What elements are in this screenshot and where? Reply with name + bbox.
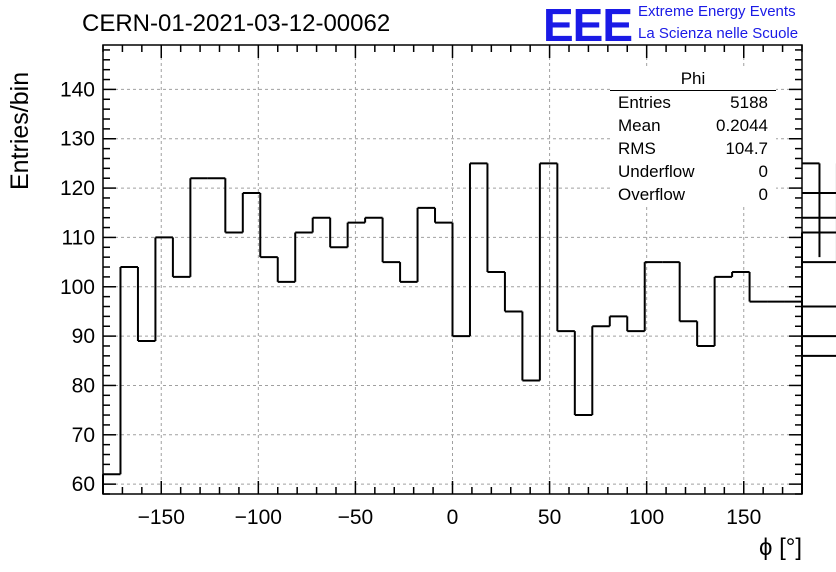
y-tick-label: 60 xyxy=(72,473,95,496)
y-tick-label: 140 xyxy=(60,78,95,101)
histogram-bin xyxy=(224,178,243,234)
y-tick-label: 130 xyxy=(60,128,95,151)
histogram-bin xyxy=(802,216,836,219)
logo-line-1: Extreme Energy Events xyxy=(638,3,796,20)
stats-value: 104.7 xyxy=(725,139,768,158)
x-tick-label: 50 xyxy=(538,506,561,529)
stats-label: Mean xyxy=(618,116,661,135)
stats-label: Underflow xyxy=(618,162,695,181)
histogram-bin xyxy=(259,193,278,259)
stats-row-mean: Mean 0.2044 xyxy=(610,114,776,137)
y-tick-label: 90 xyxy=(72,325,95,348)
histogram-bin xyxy=(468,162,488,337)
stats-row-underflow: Underflow 0 xyxy=(610,160,776,183)
histogram-bin xyxy=(802,305,836,308)
histogram-bin xyxy=(643,261,663,332)
histogram-bin xyxy=(346,221,366,248)
y-tick-label: 80 xyxy=(72,374,95,397)
histogram-bin xyxy=(329,217,348,249)
stats-title: Phi xyxy=(610,68,776,91)
histogram-bin xyxy=(591,325,610,416)
chart-title: CERN-01-2021-03-12-00062 xyxy=(82,10,391,37)
stats-value: 0 xyxy=(758,162,768,181)
x-tick-label: −150 xyxy=(138,506,185,529)
histogram-bin xyxy=(538,162,558,381)
stats-row-overflow: Overflow 0 xyxy=(610,183,776,206)
histogram-bin xyxy=(189,177,208,277)
y-tick-label: 100 xyxy=(60,276,95,299)
histogram-bin xyxy=(364,216,383,223)
histogram-bin xyxy=(696,321,715,347)
histogram-bin xyxy=(399,262,418,283)
histogram-bin xyxy=(486,163,505,273)
axes xyxy=(102,44,803,495)
histogram-bars xyxy=(102,162,836,494)
histogram-bin xyxy=(416,206,436,282)
histogram-bin xyxy=(521,311,540,382)
x-tick-label: 100 xyxy=(629,506,664,529)
stats-value: 0 xyxy=(758,185,768,204)
histogram-bin xyxy=(136,267,156,343)
histogram-bin xyxy=(748,271,768,303)
eee-logo: EEE xyxy=(543,0,633,51)
y-tick-label: 110 xyxy=(62,226,95,249)
histogram-bin xyxy=(626,316,645,333)
histogram-bin xyxy=(802,192,836,195)
histogram-bin xyxy=(451,222,470,338)
histogram-bin xyxy=(802,354,836,357)
histogram-bin xyxy=(573,331,593,417)
histogram-bin xyxy=(276,257,296,283)
histogram-bin xyxy=(311,216,331,233)
stats-box: Phi Entries 5188 Mean 0.2044 RMS 104.7 U… xyxy=(610,68,776,206)
logo-line-2: La Scienza nelle Scuole xyxy=(638,25,799,42)
histogram-bin xyxy=(503,271,523,313)
histogram-bin xyxy=(802,335,836,338)
histogram-bin xyxy=(154,236,173,342)
histogram-bin xyxy=(731,270,750,277)
x-tick-label: 0 xyxy=(447,506,459,529)
histogram-bin xyxy=(171,237,191,278)
histogram-bin xyxy=(241,192,261,233)
x-tick-label: −100 xyxy=(235,506,282,529)
histogram-bin xyxy=(434,207,453,224)
stats-row-rms: RMS 104.7 xyxy=(610,137,776,160)
stats-value: 5188 xyxy=(730,93,768,112)
histogram-bin xyxy=(802,231,836,234)
histogram-bin xyxy=(678,262,698,323)
histogram-bin xyxy=(294,231,313,282)
stats-row-entries: Entries 5188 xyxy=(610,91,776,114)
stats-label: Overflow xyxy=(618,185,686,204)
histogram-bin xyxy=(802,163,836,264)
histogram-bin xyxy=(556,163,575,333)
tick-labels: −150 −100 −50 0 50 100 150 60 70 80 90 100 110 120 130… xyxy=(60,78,761,529)
histogram-bin xyxy=(802,162,821,258)
histogram-bin xyxy=(381,217,401,264)
stats-label: Entries xyxy=(618,93,671,112)
histogram-bin xyxy=(713,275,733,346)
stats-label: RMS xyxy=(618,139,656,158)
histogram-bin xyxy=(608,315,628,327)
x-tick-label: 150 xyxy=(726,506,761,529)
y-tick-label: 120 xyxy=(60,177,95,200)
histogram-bin xyxy=(119,266,138,475)
x-tick-label: −50 xyxy=(338,506,374,529)
stats-value: 0.2044 xyxy=(716,116,768,135)
y-tick-label: 70 xyxy=(72,424,95,447)
x-axis-label: ϕ [°] xyxy=(758,534,802,561)
